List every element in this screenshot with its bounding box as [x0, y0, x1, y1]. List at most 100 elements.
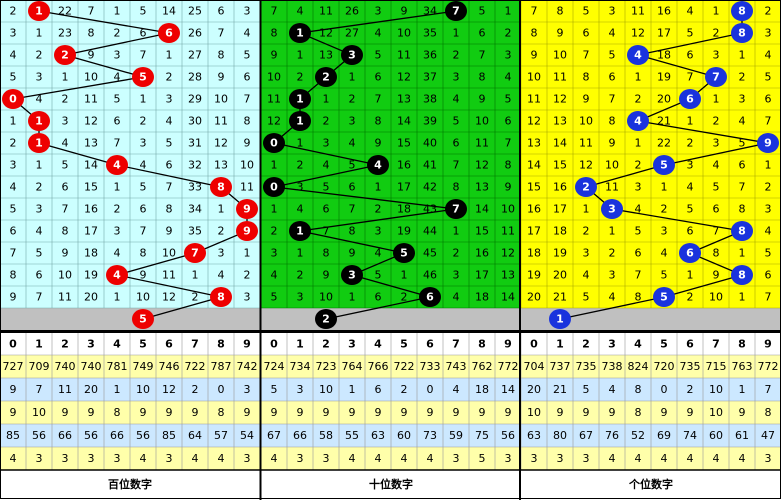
miss-count: 11 — [605, 181, 619, 194]
miss-count: 5 — [375, 269, 382, 282]
stat-value: 4 — [10, 452, 17, 465]
panel-label: 十位数字 — [369, 477, 413, 491]
draw-digit: 8 — [738, 5, 746, 18]
draw-ball — [210, 287, 232, 307]
draw-ball — [184, 243, 206, 263]
miss-count: 5 — [635, 225, 642, 238]
stat-value: 67 — [579, 429, 593, 442]
miss-count: 3 — [687, 159, 694, 172]
digit-header: 3 — [608, 338, 616, 351]
draw-ball — [601, 199, 623, 219]
stat-value: 4 — [713, 452, 720, 465]
miss-count: 35 — [188, 225, 202, 238]
miss-count: 18 — [397, 203, 411, 216]
stat-value: 5 — [583, 383, 590, 396]
stat-value: 5 — [479, 452, 486, 465]
stat-value: 9 — [10, 383, 17, 396]
miss-count: 31 — [188, 137, 202, 150]
miss-count: 7 — [479, 49, 486, 62]
draw-ball — [2, 89, 24, 109]
miss-count: 10 — [319, 291, 333, 304]
draw-digit: 1 — [296, 27, 304, 40]
miss-count: 5 — [505, 93, 512, 106]
draw-digit: 2 — [61, 49, 69, 62]
miss-count: 10 — [136, 291, 150, 304]
stat-value: 56 — [32, 429, 46, 442]
stat-value: 56 — [84, 429, 98, 442]
miss-count: 2 — [713, 115, 720, 128]
stat-value: 8 — [114, 406, 121, 419]
miss-count: 4 — [453, 93, 460, 106]
miss-count: 3 — [453, 269, 460, 282]
miss-count: 8 — [635, 291, 642, 304]
digit-header: 8 — [217, 338, 225, 351]
miss-count: 6 — [609, 71, 616, 84]
miss-count: 3 — [297, 181, 304, 194]
stat-value: 4 — [271, 452, 278, 465]
miss-count: 3 — [583, 247, 590, 260]
stat-value: 56 — [136, 429, 150, 442]
stat-value: 4 — [375, 452, 382, 465]
miss-count: 37 — [423, 71, 437, 84]
prediction-digit: 2 — [322, 313, 330, 326]
miss-count: 6 — [244, 71, 251, 84]
draw-ball — [28, 133, 50, 153]
stat-value: 4 — [401, 452, 408, 465]
miss-count: 7 — [140, 225, 147, 238]
digit-header: 4 — [113, 338, 121, 351]
miss-count: 2 — [192, 291, 199, 304]
draw-digit: 1 — [296, 93, 304, 106]
miss-count: 38 — [423, 93, 437, 106]
stat-value: 727 — [3, 360, 24, 373]
miss-count: 8 — [583, 71, 590, 84]
miss-count: 9 — [505, 181, 512, 194]
draw-digit: 6 — [686, 93, 694, 106]
draw-digit: 8 — [738, 269, 746, 282]
draw-digit: 6 — [686, 247, 694, 260]
miss-count: 2 — [453, 247, 460, 260]
stat-value: 772 — [758, 360, 779, 373]
miss-count: 8 — [218, 49, 225, 62]
stat-value: 61 — [735, 429, 749, 442]
miss-count: 9 — [323, 269, 330, 282]
miss-count: 45 — [423, 247, 437, 260]
miss-count: 2 — [401, 291, 408, 304]
draw-digit: 5 — [139, 71, 147, 84]
miss-count: 2 — [297, 269, 304, 282]
miss-count: 7 — [114, 137, 121, 150]
miss-count: 35 — [423, 27, 437, 40]
draw-digit: 0 — [9, 93, 17, 106]
stat-value: 10 — [709, 406, 723, 419]
miss-count: 3 — [271, 247, 278, 260]
miss-count: 8 — [10, 269, 17, 282]
miss-count: 6 — [713, 203, 720, 216]
draw-digit: 1 — [35, 137, 43, 150]
draw-ball — [289, 23, 311, 43]
miss-count: 4 — [375, 247, 382, 260]
miss-count: 5 — [583, 5, 590, 18]
draw-digit: 8 — [738, 225, 746, 238]
miss-count: 10 — [501, 203, 515, 216]
miss-count: 5 — [687, 27, 694, 40]
draw-digit: 4 — [634, 49, 642, 62]
miss-count: 12 — [501, 247, 515, 260]
miss-count: 6 — [375, 71, 382, 84]
draw-ball — [341, 45, 363, 65]
draw-ball — [28, 1, 50, 21]
stat-value: 722 — [394, 360, 415, 373]
stat-value: 3 — [557, 452, 564, 465]
digit-header: 1 — [35, 338, 43, 351]
stat-value: 763 — [732, 360, 753, 373]
miss-count: 27 — [188, 49, 202, 62]
miss-count: 1 — [739, 291, 746, 304]
draw-digit: 6 — [426, 291, 434, 304]
draw-ball — [315, 67, 337, 87]
miss-count: 7 — [323, 225, 330, 238]
stat-value: 3 — [531, 452, 538, 465]
draw-ball — [653, 287, 675, 307]
miss-count: 1 — [401, 269, 408, 282]
miss-count: 2 — [635, 159, 642, 172]
miss-count: 12 — [631, 27, 645, 40]
miss-count: 2 — [713, 27, 720, 40]
stat-value: 0 — [427, 383, 434, 396]
